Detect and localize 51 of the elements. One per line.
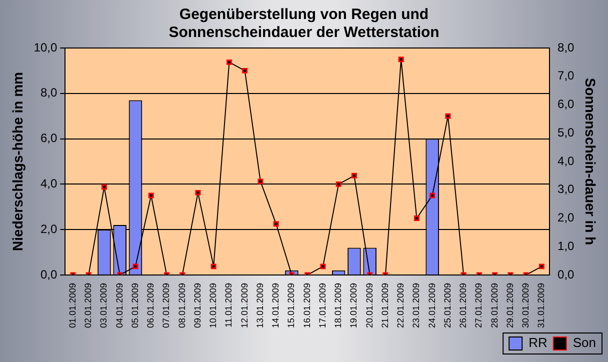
x-tick-label: 22.01.2009 [396, 282, 406, 328]
x-tick-label: 16.01.2009 [302, 282, 312, 328]
x-tick-label: 15.01.2009 [286, 282, 296, 328]
y-tick-label: 2,0 [40, 222, 58, 236]
x-tick-label: 01.01.2009 [67, 282, 78, 328]
x-tick-label: 27.01.2009 [474, 282, 484, 328]
x-tick-label: 17.01.2009 [317, 282, 328, 328]
y2-tick-label: 8,0 [558, 40, 575, 54]
x-tick-label: 06.01.2009 [146, 282, 156, 328]
y-axis-title: Niederschlags-höhe in mm [9, 72, 26, 251]
y2-tick-label: 4,0 [558, 154, 575, 168]
x-tick-label: 30.01.2009 [520, 282, 531, 328]
x-tick-label: 21.01.2009 [380, 282, 390, 328]
x-tick-label: 20.01.2009 [364, 282, 374, 328]
x-tick-label: 19.01.2009 [348, 282, 359, 328]
y2-tick-label: 5,0 [558, 125, 575, 140]
x-tick-label: 03.01.2009 [98, 282, 109, 328]
x-tick-label: 28.01.2009 [489, 282, 500, 328]
y2-tick-label: 3,0 [558, 182, 575, 196]
x-tick-label: 18.01.2009 [333, 282, 344, 328]
x-tick-label: 07.01.2009 [161, 282, 172, 328]
x-tick-label: 08.01.2009 [176, 282, 187, 328]
y2-tick-label: 7,0 [558, 68, 575, 83]
x-tick-label: 29.01.2009 [504, 282, 515, 328]
x-tick-label: 12.01.2009 [239, 282, 250, 328]
x-tick-label: 24.01.2009 [426, 282, 437, 328]
legend-label: RR [528, 335, 548, 350]
y2-tick-label: 6,0 [558, 97, 575, 112]
y2-axis-title: Sonnenschein-dauer in h [582, 78, 599, 246]
x-tick-label: 26.01.2009 [458, 282, 468, 328]
x-tick-label: 11.01.2009 [224, 282, 234, 328]
x-tick-label: 02.01.2009 [83, 282, 94, 328]
x-tick-label: 05.01.2009 [130, 282, 140, 328]
x-tick-label: 13.01.2009 [254, 282, 265, 328]
x-tick-label: 25.01.2009 [442, 282, 452, 328]
x-tick-label: 09.01.2009 [192, 282, 202, 328]
x-tick-label: 14.01.2009 [270, 282, 281, 328]
y-tick-label: 6,0 [40, 131, 58, 146]
y2-tick-label: 0,0 [558, 267, 575, 282]
y-tick-label: 10,0 [34, 40, 58, 54]
x-tick-label: 23.01.2009 [411, 282, 422, 328]
y-tick-label: 8,0 [40, 86, 58, 100]
y-tick-label: 4,0 [40, 176, 58, 190]
y2-tick-label: 1,0 [558, 238, 575, 253]
chart-title: Gegenüberstellung von Regen und Sonnenscheindauer der Wetterstation [168, 6, 440, 42]
x-tick-label: 31.01.2009 [536, 282, 546, 328]
x-tick-label: 10.01.2009 [208, 282, 218, 328]
legend-label: Son [572, 335, 596, 350]
y-tick-label: 0,0 [40, 267, 58, 282]
x-tick-label: 04.01.2009 [114, 282, 124, 328]
y2-tick-label: 2,0 [558, 210, 575, 225]
